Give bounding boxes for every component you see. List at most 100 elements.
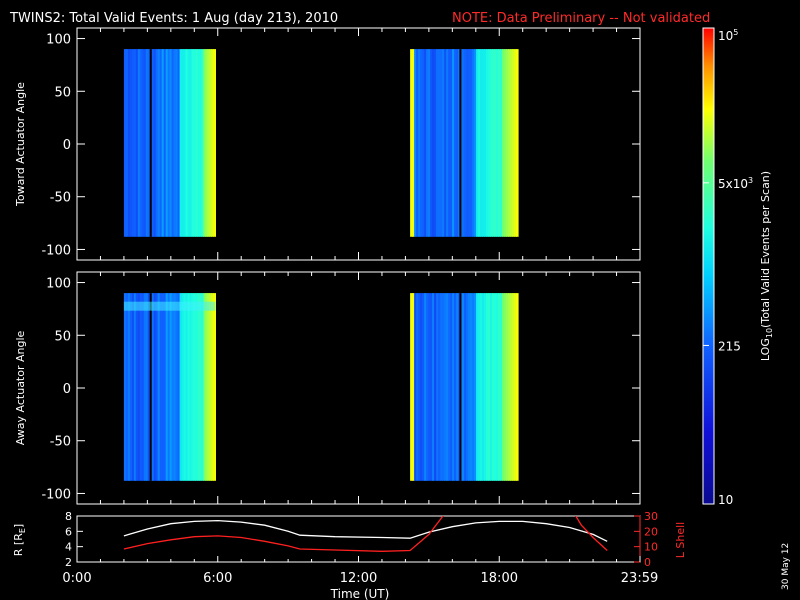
heatmap-column xyxy=(135,49,139,237)
heatmap-column xyxy=(129,49,133,237)
heatmap-column xyxy=(478,293,481,481)
heatmap-column xyxy=(504,49,507,237)
heatmap-column xyxy=(426,293,429,481)
heatmap-column xyxy=(428,49,431,237)
heatmap-column xyxy=(189,49,193,237)
heatmap-column xyxy=(432,49,435,237)
heatmap-column xyxy=(488,49,491,237)
heatmap-column xyxy=(125,293,129,481)
colorbar-gradient xyxy=(702,27,715,505)
heatmap-column xyxy=(438,49,441,237)
heatmap-column xyxy=(141,293,145,481)
heatmap-column xyxy=(175,293,179,481)
heatmap-column xyxy=(213,293,216,481)
ytick-right-label: 0 xyxy=(644,556,651,569)
colorbar-ticks: 105 5x103 215 10 xyxy=(703,27,753,507)
heatmap-column xyxy=(167,293,171,481)
heatmap-column xyxy=(207,49,210,237)
ytick-left-label: 4 xyxy=(65,541,72,554)
ytick-label: -50 xyxy=(50,435,71,450)
heatmap-column xyxy=(143,49,147,237)
heatmap-column xyxy=(159,293,163,481)
ytick-left-label: 2 xyxy=(65,556,72,569)
heatmap-column xyxy=(133,49,137,237)
ytick-label: 50 xyxy=(54,329,71,344)
heatmap-column xyxy=(484,293,487,481)
heatmap-column xyxy=(139,293,143,481)
heatmap-column xyxy=(163,49,167,237)
heatmap-column xyxy=(147,293,151,481)
heatmap-column xyxy=(480,293,483,481)
heatmap-column xyxy=(502,49,505,237)
date-stamp: 30 May 12 xyxy=(781,543,791,590)
heatmap-column xyxy=(496,49,499,237)
heatmap-column xyxy=(500,293,503,481)
heatmap-column xyxy=(430,49,433,237)
heatmap-column xyxy=(127,49,131,237)
heatmap-column xyxy=(137,49,141,237)
heatmap-column xyxy=(191,49,195,237)
colorbar-label: LOG10(Total Valid Events per Scan) xyxy=(759,171,774,361)
ytick-left-label: 6 xyxy=(65,525,72,538)
heatmap-column xyxy=(205,293,209,481)
toward-ylabel: Toward Actuator Angle xyxy=(14,82,27,207)
heatmap-column xyxy=(159,49,163,237)
heatmap-column xyxy=(490,49,493,237)
ytick-label: -100 xyxy=(41,243,71,258)
heatmap-column xyxy=(468,293,471,481)
xtick-label: 6:00 xyxy=(203,571,232,586)
heatmap-column xyxy=(464,49,467,237)
toward-heatmap xyxy=(123,49,519,237)
heatmap-column xyxy=(472,293,475,481)
heatmap-column xyxy=(482,49,485,237)
heatmap-column xyxy=(153,293,157,481)
ytick-label: 100 xyxy=(46,33,71,48)
heatmap-column xyxy=(448,293,451,481)
heatmap-column xyxy=(494,293,497,481)
ytick-label: 0 xyxy=(63,382,71,397)
heatmap-column xyxy=(177,293,181,481)
data-gap-line xyxy=(149,293,152,481)
heatmap-column xyxy=(448,49,451,237)
radius-line xyxy=(123,519,608,542)
heatmap-column xyxy=(446,293,449,481)
heatmap-column xyxy=(484,49,487,237)
heatmap-column xyxy=(191,293,195,481)
heatmap-column xyxy=(195,49,199,237)
heatmap-column xyxy=(185,49,189,237)
heatmap-column xyxy=(438,293,441,481)
heatmap-column xyxy=(197,293,201,481)
heatmap-column xyxy=(143,293,147,481)
heatmap-column xyxy=(129,293,133,481)
heatmap-column xyxy=(468,49,471,237)
heatmap-column xyxy=(183,293,187,481)
heatmap-column xyxy=(436,293,439,481)
heatmap-column xyxy=(504,293,507,481)
heatmap-column xyxy=(434,49,437,237)
heatmap-column xyxy=(169,49,173,237)
heatmap-column xyxy=(169,293,173,481)
heatmap-column xyxy=(506,293,509,481)
heatmap-column xyxy=(131,49,135,237)
heatmap-column xyxy=(416,293,419,481)
heatmap-column xyxy=(418,49,421,237)
heatmap-column xyxy=(470,293,473,481)
heatmap-column xyxy=(155,49,159,237)
colorbar-tick-label: 215 xyxy=(718,339,741,353)
heatmap-column xyxy=(486,293,489,481)
heatmap-column xyxy=(141,49,145,237)
heatmap-column xyxy=(161,49,165,237)
heatmap-column xyxy=(512,49,515,237)
heatmap-column xyxy=(452,49,455,237)
heatmap-column xyxy=(163,293,167,481)
heatmap-column xyxy=(412,49,415,237)
heatmap-column xyxy=(466,49,469,237)
heatmap-column xyxy=(428,293,431,481)
heatmap-column xyxy=(195,293,199,481)
heatmap-column xyxy=(187,293,191,481)
heatmap-column xyxy=(420,49,423,237)
heatmap-column xyxy=(139,49,143,237)
heatmap-column xyxy=(171,293,175,481)
heatmap-column xyxy=(173,293,177,481)
heatmap-column xyxy=(502,293,505,481)
